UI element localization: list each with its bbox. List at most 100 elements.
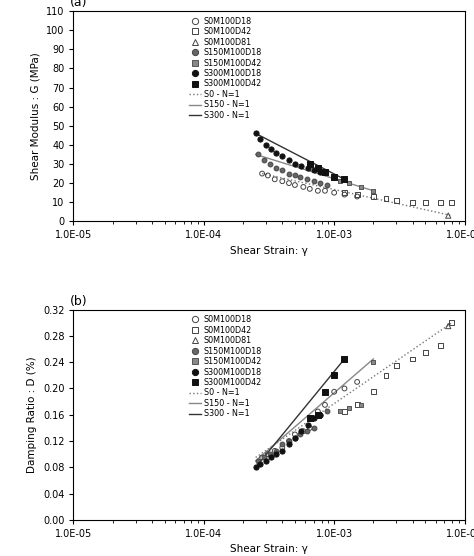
- Point: [291, 181, 299, 190]
- Point: [321, 186, 329, 195]
- Point: [370, 186, 377, 195]
- Point: [298, 426, 305, 435]
- Point: [448, 319, 456, 327]
- Point: [336, 407, 343, 416]
- Point: [306, 185, 314, 193]
- Point: [310, 177, 318, 186]
- Point: [341, 384, 348, 393]
- Point: [306, 424, 314, 433]
- Point: [409, 198, 417, 207]
- Point: [285, 440, 293, 449]
- Point: [421, 348, 429, 357]
- Point: [303, 175, 311, 183]
- Point: [353, 400, 361, 409]
- Point: [314, 186, 322, 195]
- Point: [316, 410, 324, 419]
- X-axis label: Shear Strain: γ: Shear Strain: γ: [230, 544, 308, 554]
- Point: [252, 129, 259, 138]
- Point: [316, 410, 324, 419]
- Point: [266, 450, 273, 459]
- Point: [336, 177, 343, 186]
- Point: [300, 426, 307, 435]
- Point: [353, 190, 361, 199]
- Point: [409, 355, 417, 364]
- Point: [306, 414, 314, 423]
- Point: [330, 388, 338, 396]
- Point: [279, 443, 286, 452]
- Point: [268, 144, 275, 153]
- Point: [258, 453, 266, 462]
- Point: [297, 430, 304, 439]
- Point: [285, 156, 293, 165]
- Point: [370, 358, 377, 366]
- Point: [271, 446, 279, 455]
- Point: [310, 414, 318, 423]
- Point: [321, 167, 329, 176]
- Point: [291, 171, 299, 180]
- Point: [323, 181, 331, 190]
- Point: [279, 446, 286, 455]
- Point: [370, 192, 377, 201]
- Point: [345, 404, 353, 413]
- Point: [279, 440, 286, 449]
- Point: [291, 433, 299, 442]
- Point: [279, 165, 286, 174]
- Point: [254, 150, 262, 159]
- Legend: S0M100D18, S0M100D42, S0M100D81, S150M100D18, S150M100D42, S300M100D18, S300M100: S0M100D18, S0M100D42, S0M100D81, S150M10…: [187, 15, 264, 121]
- Text: (a): (a): [70, 0, 87, 9]
- Point: [382, 371, 390, 380]
- Point: [392, 361, 400, 370]
- Point: [445, 321, 452, 330]
- Point: [297, 173, 304, 182]
- Point: [310, 424, 318, 433]
- Point: [321, 388, 329, 396]
- Point: [258, 169, 266, 178]
- Point: [437, 341, 444, 350]
- Point: [304, 163, 312, 172]
- Point: [291, 160, 299, 168]
- Point: [262, 456, 270, 465]
- Point: [279, 152, 286, 161]
- Point: [330, 173, 338, 182]
- Point: [285, 169, 293, 178]
- Point: [298, 161, 305, 170]
- Point: [254, 456, 262, 465]
- Point: [279, 177, 286, 186]
- Point: [448, 198, 456, 207]
- Point: [341, 355, 348, 364]
- Point: [314, 407, 322, 416]
- Point: [291, 430, 299, 439]
- Point: [271, 175, 279, 183]
- Point: [330, 188, 338, 197]
- Point: [357, 182, 365, 191]
- Point: [353, 192, 361, 201]
- Point: [273, 163, 280, 172]
- Point: [252, 463, 259, 471]
- Point: [285, 178, 293, 187]
- X-axis label: Shear Strain: γ: Shear Strain: γ: [230, 246, 308, 256]
- Point: [341, 190, 348, 199]
- Text: (b): (b): [70, 295, 87, 307]
- Point: [353, 378, 361, 386]
- Point: [392, 196, 400, 205]
- Point: [260, 453, 268, 462]
- Point: [323, 407, 331, 416]
- Point: [264, 450, 272, 459]
- Point: [316, 178, 324, 187]
- Y-axis label: Damping Ratio : D (%): Damping Ratio : D (%): [27, 356, 37, 473]
- Point: [285, 436, 293, 445]
- Point: [273, 450, 280, 459]
- Point: [273, 446, 280, 455]
- Point: [256, 135, 264, 143]
- Point: [321, 400, 329, 409]
- Point: [266, 160, 273, 168]
- Point: [264, 171, 272, 180]
- Point: [370, 388, 377, 396]
- Point: [341, 175, 348, 183]
- Point: [382, 194, 390, 203]
- Point: [330, 371, 338, 380]
- Y-axis label: Shear Modulus : G (MPa): Shear Modulus : G (MPa): [30, 52, 40, 180]
- Point: [421, 198, 429, 207]
- Point: [437, 198, 444, 207]
- Point: [341, 407, 348, 416]
